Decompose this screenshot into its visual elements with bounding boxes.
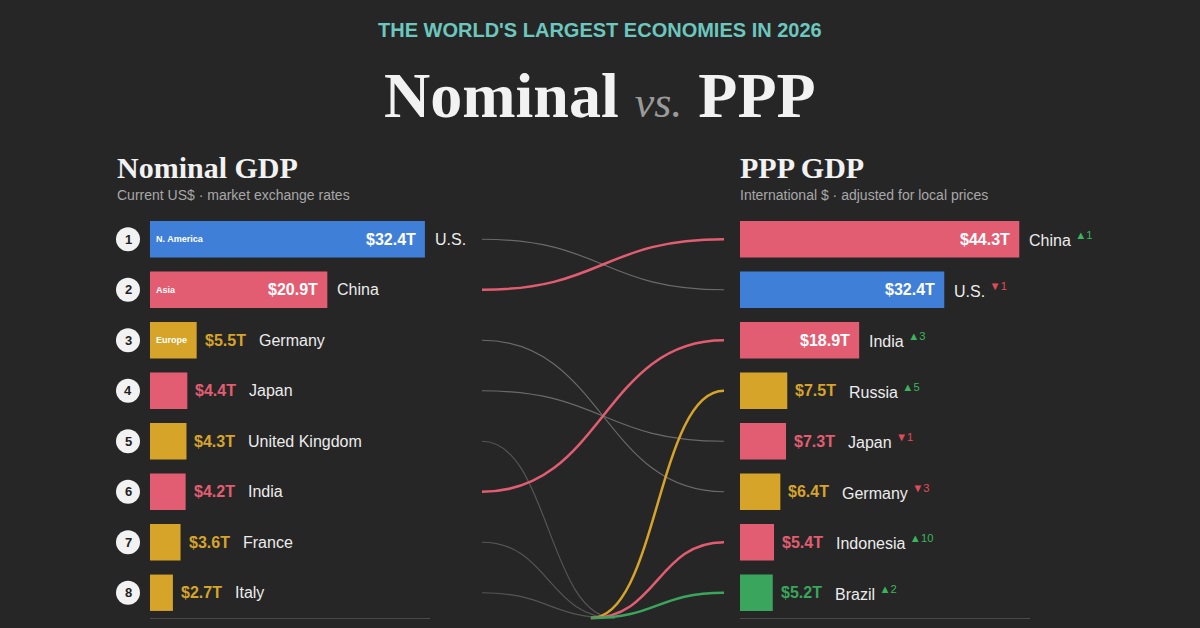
svg-text:$44.3T: $44.3T	[960, 231, 1010, 248]
svg-text:$4.4T: $4.4T	[195, 382, 236, 399]
svg-text:China ​▲1​: China ​▲1​	[1029, 229, 1093, 249]
svg-text:Nominal vs. PPP: Nominal vs. PPP	[384, 60, 816, 131]
svg-text:Italy: Italy	[235, 584, 264, 601]
svg-text:U.S.: U.S.	[435, 231, 466, 248]
svg-text:China: China	[337, 281, 379, 298]
svg-text:$6.4T: $6.4T	[788, 483, 829, 500]
svg-text:$5.5T: $5.5T	[205, 332, 246, 349]
svg-text:Current US$ · market exchange: Current US$ · market exchange rates	[117, 187, 350, 203]
svg-text:2: 2	[125, 282, 132, 297]
svg-text:Nominal GDP: Nominal GDP	[117, 151, 298, 184]
svg-text:$2.7T: $2.7T	[181, 584, 222, 601]
svg-text:Europe: Europe	[156, 335, 187, 345]
svg-text:France: France	[243, 534, 293, 551]
svg-text:Germany: Germany	[259, 332, 325, 349]
svg-text:India ​▲3​: India ​▲3​	[869, 330, 925, 350]
svg-text:$3.6T: $3.6T	[189, 534, 230, 551]
svg-text:N. America: N. America	[156, 234, 204, 244]
svg-text:Japan: Japan	[249, 382, 293, 399]
svg-text:$5.2T: $5.2T	[781, 584, 822, 601]
svg-text:Germany ​▼3​: Germany ​▼3​	[842, 482, 930, 502]
svg-text:$7.5T: $7.5T	[795, 382, 836, 399]
svg-text:$5.4T: $5.4T	[782, 534, 823, 551]
svg-text:India: India	[248, 483, 283, 500]
svg-text:International $ · adjusted for: International $ · adjusted for local pri…	[740, 187, 988, 203]
svg-text:$18.9T: $18.9T	[800, 332, 850, 349]
svg-text:$32.4T: $32.4T	[366, 231, 416, 248]
svg-text:PPP GDP: PPP GDP	[740, 151, 864, 184]
svg-text:7: 7	[125, 535, 132, 550]
svg-text:Russia ​▲5​: Russia ​▲5​	[849, 381, 920, 401]
svg-text:U.S. ​▼1​: U.S. ​▼1​	[954, 280, 1007, 300]
svg-text:THE WORLD'S LARGEST ECONOMIES: THE WORLD'S LARGEST ECONOMIES IN 2026	[378, 19, 822, 41]
svg-text:$20.9T: $20.9T	[268, 281, 318, 298]
svg-text:4: 4	[124, 383, 132, 398]
svg-text:Asia: Asia	[156, 285, 176, 295]
svg-text:3: 3	[125, 333, 132, 348]
svg-text:$4.2T: $4.2T	[194, 483, 235, 500]
svg-text:1: 1	[125, 232, 132, 247]
svg-text:Japan ​▼1​: Japan ​▼1​	[848, 431, 913, 451]
svg-text:$32.4T: $32.4T	[885, 281, 935, 298]
svg-text:8: 8	[125, 585, 132, 600]
svg-text:6: 6	[125, 484, 132, 499]
svg-text:Indonesia ​▲10​: Indonesia ​▲10​	[836, 532, 933, 552]
svg-text:Brazil ​▲2​: Brazil ​▲2​	[835, 583, 897, 603]
svg-text:United Kingdom: United Kingdom	[248, 433, 362, 450]
svg-text:$7.3T: $7.3T	[794, 433, 835, 450]
svg-text:5: 5	[125, 434, 132, 449]
svg-text:$4.3T: $4.3T	[194, 433, 235, 450]
